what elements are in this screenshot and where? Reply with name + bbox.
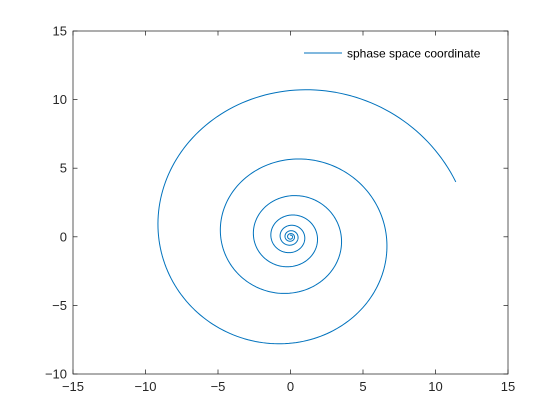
spiral-line <box>157 89 457 345</box>
x-tick-label: −15 <box>62 379 84 394</box>
x-tick-label: 5 <box>359 379 366 394</box>
plot-area <box>73 31 508 374</box>
axes-box <box>72 30 509 375</box>
y-tick-label: −10 <box>45 367 67 382</box>
y-tick-label: 15 <box>53 24 67 39</box>
x-tick-label: 15 <box>501 379 515 394</box>
legend: sphase space coordinate <box>304 47 481 61</box>
legend-label: sphase space coordinate <box>347 47 481 61</box>
x-tick-label: 10 <box>428 379 442 394</box>
x-tick-label: 0 <box>287 379 294 394</box>
series-layer <box>157 89 457 345</box>
x-tick-label: −5 <box>211 379 226 394</box>
x-tick-label: −10 <box>134 379 156 394</box>
y-tick-label: 5 <box>60 161 67 176</box>
y-tick-label: −5 <box>52 298 67 313</box>
y-tick-label: 10 <box>53 92 67 107</box>
y-tick-label: 0 <box>60 229 67 244</box>
